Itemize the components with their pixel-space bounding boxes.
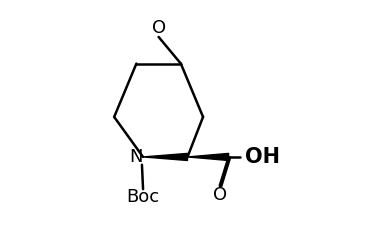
Polygon shape <box>143 153 188 160</box>
Polygon shape <box>188 153 229 160</box>
Text: N: N <box>129 148 143 166</box>
Text: O: O <box>152 19 166 37</box>
Text: O: O <box>213 186 227 204</box>
Text: OH: OH <box>245 147 280 167</box>
Text: Boc: Boc <box>126 188 160 206</box>
